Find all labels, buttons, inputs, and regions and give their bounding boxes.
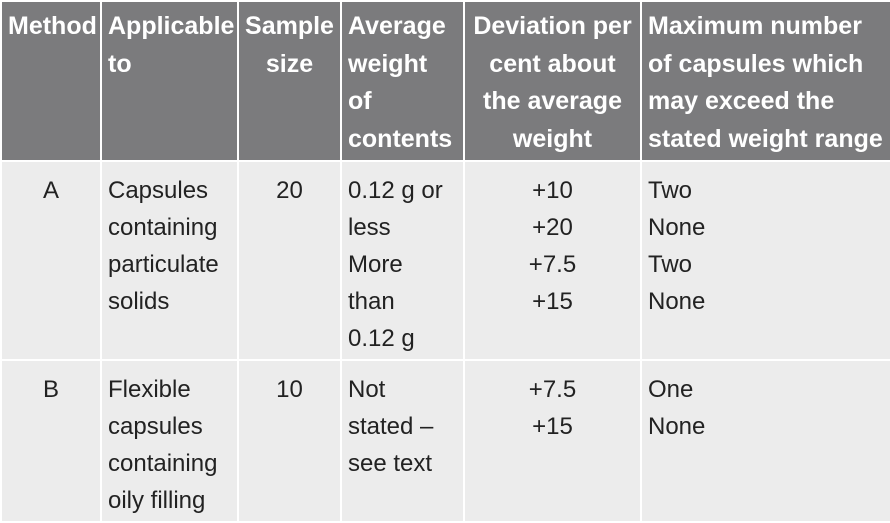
cell-sample-size: 10: [237, 359, 342, 523]
cell-method: A: [0, 160, 102, 361]
table-header: Method Applicable to Sample size Average…: [0, 0, 890, 162]
table-body: A Capsules containing particulate solids…: [0, 160, 890, 523]
header-average-weight: Average weight of contents: [340, 0, 465, 162]
cell-applicable: Flexible capsules containing oily fillin…: [100, 359, 239, 523]
cell-average-weight: Not stated – see text: [340, 359, 465, 523]
header-max-exceed: Maximum number of capsules which may exc…: [640, 0, 890, 162]
table-row: B Flexible capsules containing oily fill…: [0, 359, 890, 523]
cell-deviation: +10 +20 +7.5 +15: [463, 160, 642, 361]
header-row: Method Applicable to Sample size Average…: [0, 0, 890, 162]
cell-sample-size: 20: [237, 160, 342, 361]
cell-deviation: +7.5 +15: [463, 359, 642, 523]
cell-average-weight: 0.12 g or less More than 0.12 g: [340, 160, 465, 361]
cell-method: B: [0, 359, 102, 523]
header-sample-size: Sample size: [237, 0, 342, 162]
header-applicable-to: Applicable to: [100, 0, 239, 162]
cell-max-exceed: Two None Two None: [640, 160, 890, 361]
header-deviation: Deviation per cent about the average wei…: [463, 0, 642, 162]
cell-max-exceed: One None: [640, 359, 890, 523]
header-method: Method: [0, 0, 102, 162]
table-row: A Capsules containing particulate solids…: [0, 160, 890, 361]
cell-applicable: Capsules containing particulate solids: [100, 160, 239, 361]
